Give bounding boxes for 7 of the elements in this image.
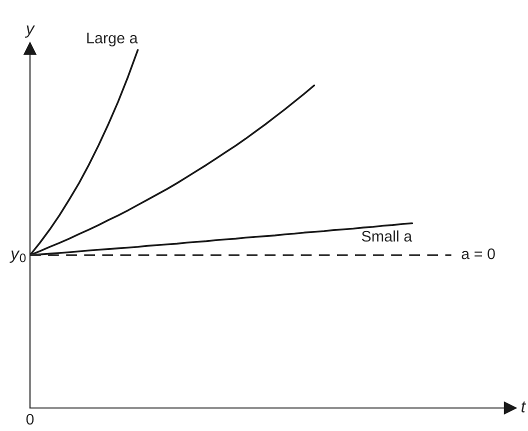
x-axis-title: t <box>522 402 526 412</box>
series-label: Large a <box>87 32 138 46</box>
y-axis-title: y <box>24 25 36 38</box>
series-label: Small a <box>362 230 412 242</box>
series-label: a = 0 <box>462 248 495 260</box>
text: 0 <box>26 414 34 425</box>
text: y$_{0}$ <box>10 250 26 263</box>
